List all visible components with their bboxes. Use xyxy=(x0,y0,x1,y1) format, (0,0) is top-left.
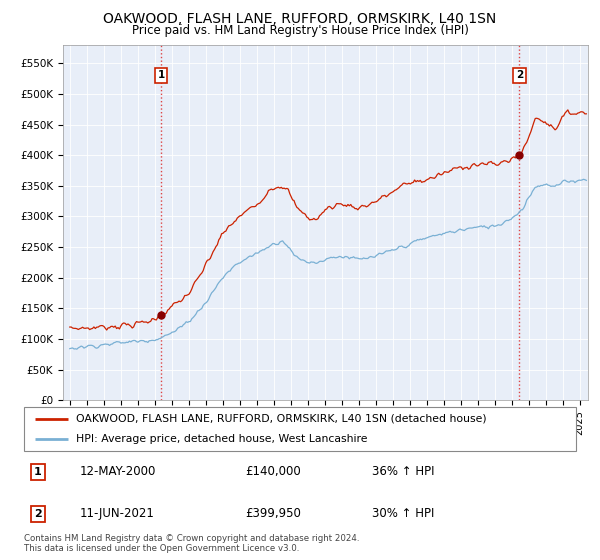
Text: HPI: Average price, detached house, West Lancashire: HPI: Average price, detached house, West… xyxy=(76,434,368,444)
Text: 11-JUN-2021: 11-JUN-2021 xyxy=(79,507,154,520)
Text: OAKWOOD, FLASH LANE, RUFFORD, ORMSKIRK, L40 1SN (detached house): OAKWOOD, FLASH LANE, RUFFORD, ORMSKIRK, … xyxy=(76,414,487,424)
Text: £399,950: £399,950 xyxy=(245,507,301,520)
Text: 2: 2 xyxy=(34,509,41,519)
Text: 1: 1 xyxy=(157,71,165,81)
Text: 30% ↑ HPI: 30% ↑ HPI xyxy=(372,507,434,520)
Text: 1: 1 xyxy=(34,466,41,477)
Text: 2: 2 xyxy=(516,71,523,81)
Text: Contains HM Land Registry data © Crown copyright and database right 2024.
This d: Contains HM Land Registry data © Crown c… xyxy=(24,534,359,553)
Text: Price paid vs. HM Land Registry's House Price Index (HPI): Price paid vs. HM Land Registry's House … xyxy=(131,24,469,36)
Text: OAKWOOD, FLASH LANE, RUFFORD, ORMSKIRK, L40 1SN: OAKWOOD, FLASH LANE, RUFFORD, ORMSKIRK, … xyxy=(103,12,497,26)
Text: £140,000: £140,000 xyxy=(245,465,301,478)
FancyBboxPatch shape xyxy=(24,407,576,451)
Text: 36% ↑ HPI: 36% ↑ HPI xyxy=(372,465,434,478)
Text: 12-MAY-2000: 12-MAY-2000 xyxy=(79,465,155,478)
